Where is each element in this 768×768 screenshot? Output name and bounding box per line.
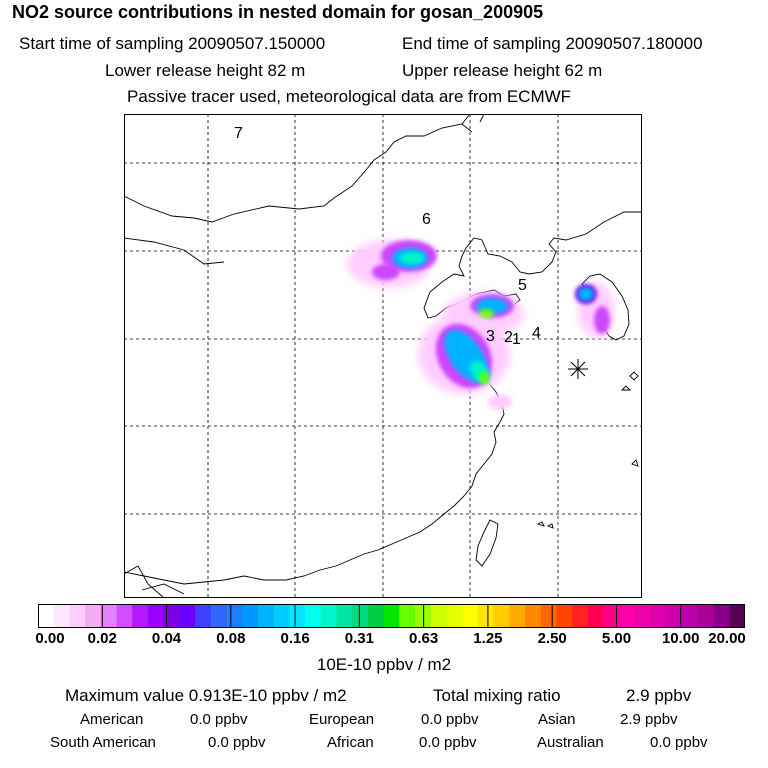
total-mixing-label: Total mixing ratio [433,686,561,705]
map-panel: 7 6 5 3 2 1 4 [124,114,642,598]
grid-lines [124,114,642,598]
colorbar-swatch [179,604,196,628]
star-marker [568,359,588,379]
colorbar-swatch [509,604,526,628]
colorbar-tick-label: 0.31 [344,630,374,647]
colorbar-swatch [446,604,463,628]
region-label-1: 1 [512,331,521,348]
colorbar-tick-label: 20.00 [708,630,746,647]
region-value-american: 0.0 ppbv [190,711,248,728]
region-value-asian: 2.9 ppbv [620,711,678,728]
region-name-south-american: South American [50,734,156,751]
colorbar-swatch [289,604,306,628]
region-name-african: African [327,734,374,751]
plot-title: NO2 source contributions in nested domai… [12,2,544,22]
region-name-asian: Asian [538,711,576,728]
plume-korea [575,282,614,338]
lower-release-label: Lower release height 82 m [105,61,306,80]
colorbar-swatch [682,604,699,628]
colorbar-tick-label: 0.04 [151,630,182,647]
colorbar-swatch [367,604,385,628]
colorbar-tick-label: 0.16 [280,630,310,647]
colorbar-tick-label: 5.00 [601,630,632,647]
region-value-african: 0.0 ppbv [419,734,477,751]
colorbar-swatch [650,604,668,628]
colorbar-swatch [540,604,558,628]
region-name-american: American [80,711,144,728]
colorbar-swatch [666,604,683,628]
colorbar-swatch [147,604,165,628]
colorbar-swatch [383,604,400,628]
end-time-label: End time of sampling 20090507.180000 [402,34,703,53]
colorbar-swatch [587,604,605,628]
start-time-label: Start time of sampling 20090507.150000 [19,34,326,53]
region-label-7: 7 [234,125,243,142]
colorbar-swatch [572,604,589,628]
colorbar-swatch [619,604,636,628]
colorbar-border [38,604,745,628]
colorbar-swatch [556,604,573,628]
region-name-australian: Australian [537,734,604,751]
region-value-south-american: 0.0 ppbv [208,734,266,751]
colorbar-swatch [210,604,228,628]
colorbar-swatch [38,604,55,628]
colorbar-tick-label: 2.50 [537,630,567,647]
upper-release-label: Upper release height 62 m [402,61,603,80]
plume-region-6 [347,240,437,288]
region-value-australian: 0.0 ppbv [650,734,708,751]
colorbar-swatch [195,604,212,628]
colorbar-swatch [69,604,86,628]
max-value-label: Maximum value 0.913E-10 ppbv / m2 [65,686,347,705]
colorbar-tick-label: 0.02 [87,630,117,647]
colorbar-swatch [305,604,322,628]
region-name-european: European [309,711,375,728]
colorbar-swatch [85,604,102,628]
region-label-6: 6 [422,211,431,228]
plume-east-china [418,314,512,410]
colorbar-swatch [226,604,243,628]
colorbar-swatch [525,604,542,628]
colorbar-swatch [430,604,448,628]
colorbar-swatch [635,604,652,628]
colorbar-swatch [273,604,290,628]
colorbar-swatch [132,604,149,628]
colorbar-swatch [399,604,416,628]
colorbar-swatch [477,604,495,628]
colorbar-tick-label: 0.08 [216,630,246,647]
colorbar-swatch [336,604,353,628]
colorbar-swatch [493,604,510,628]
colorbar-swatch [697,604,715,628]
colorbar-swatch [257,604,275,628]
colorbar-swatch [116,604,133,628]
colorbar-tick-label: 1.25 [473,630,503,647]
colorbar-swatch [603,604,620,628]
colorbar-swatch [320,604,338,628]
colorbar-swatch [462,604,479,628]
colorbar-swatch [713,604,730,628]
region-label-3: 3 [486,328,495,345]
colorbar-swatch [352,604,369,628]
colorbar-tick-label: 0.63 [409,630,439,647]
colorbar-swatch [729,604,745,628]
colorbar-swatch [163,604,180,628]
colorbar-units: 10E-10 ppbv / m2 [316,655,452,674]
tracer-info-label: Passive tracer used, meteorological data… [127,87,572,106]
region-label-4: 4 [532,325,541,342]
colorbar-tick-label: 0.00 [35,630,65,647]
colorbar-tick-label: 10.00 [661,630,700,647]
region-value-european: 0.0 ppbv [421,711,479,728]
total-mixing-value: 2.9 ppbv [626,686,692,705]
region-label-5: 5 [518,277,527,294]
colorbar-swatch [242,604,259,628]
colorbar-swatch [53,604,71,628]
colorbar [38,604,745,628]
colorbar-swatch [100,604,118,628]
region-label-2: 2 [504,329,513,346]
